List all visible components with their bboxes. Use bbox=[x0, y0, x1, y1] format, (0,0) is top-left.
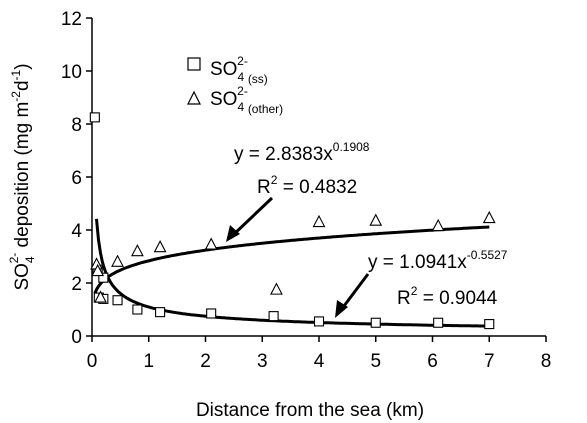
x-tick-label: 6 bbox=[427, 351, 438, 372]
fit-curve-other bbox=[93, 225, 490, 295]
x-tick-label: 3 bbox=[257, 351, 268, 372]
data-point-ss bbox=[98, 272, 109, 283]
y-tick-label: 0 bbox=[71, 327, 82, 348]
equation-ss: y = 1.0941x-0.5527 bbox=[368, 248, 508, 273]
data-point-ss bbox=[206, 308, 217, 319]
x-tick-label: 2 bbox=[200, 351, 211, 372]
data-point-other bbox=[111, 254, 124, 267]
data-point-other bbox=[153, 240, 167, 253]
y-tick-label: 12 bbox=[61, 9, 82, 30]
y-tick-label: 10 bbox=[61, 62, 82, 83]
annotation-other: y = 2.8383x0.1908 R2 = 0.4832 bbox=[226, 140, 370, 242]
arrow-shaft-other bbox=[230, 196, 274, 238]
legend-label-other: SO42-(other) bbox=[210, 84, 283, 116]
x-tick-label: 7 bbox=[484, 351, 495, 372]
r2-other: R2 = 0.4832 bbox=[257, 173, 357, 198]
data-point-other bbox=[431, 218, 445, 232]
data-point-other bbox=[270, 282, 283, 295]
equation-other: y = 2.8383x0.1908 bbox=[234, 140, 370, 165]
x-ticks: 0 1 2 3 4 5 6 7 8 bbox=[87, 336, 552, 372]
y-axis-title: SO42- deposition (mg m-2d-1) bbox=[7, 63, 37, 290]
arrow-head-ss bbox=[335, 300, 348, 318]
y-tick-label: 2 bbox=[71, 274, 82, 295]
data-point-other bbox=[369, 213, 383, 226]
legend-marker-square bbox=[187, 57, 201, 71]
data-point-ss bbox=[132, 304, 143, 315]
legend-marker-triangle bbox=[187, 90, 201, 105]
y-tick-label: 8 bbox=[71, 115, 82, 136]
data-point-ss bbox=[89, 112, 100, 123]
y-tick-label: 4 bbox=[71, 221, 82, 242]
x-axis-title: Distance from the sea (km) bbox=[196, 400, 424, 421]
x-tick-label: 1 bbox=[143, 351, 154, 372]
data-point-other bbox=[204, 237, 218, 250]
data-point-other bbox=[482, 210, 496, 224]
y-ticks: 0 2 4 6 8 10 12 bbox=[61, 9, 92, 348]
data-point-ss bbox=[268, 311, 279, 322]
x-tick-label: 8 bbox=[541, 351, 552, 372]
data-point-ss bbox=[370, 317, 381, 328]
data-point-ss bbox=[433, 317, 444, 328]
data-point-other bbox=[312, 214, 326, 228]
data-points bbox=[89, 112, 496, 330]
arrow-head-other bbox=[226, 225, 240, 242]
x-tick-label: 4 bbox=[314, 351, 325, 372]
data-point-ss bbox=[484, 319, 495, 330]
x-tick-label: 0 bbox=[87, 351, 98, 372]
data-point-other bbox=[94, 290, 107, 303]
arrow-shaft-ss bbox=[339, 273, 370, 311]
annotation-ss: y = 1.0941x-0.5527 R2 = 0.9044 bbox=[335, 248, 508, 318]
y-tick-label: 6 bbox=[71, 168, 82, 189]
data-point-other bbox=[91, 263, 105, 277]
data-point-ss bbox=[313, 316, 325, 327]
legend-label-ss: SO42-(ss) bbox=[210, 54, 268, 86]
data-point-other bbox=[130, 244, 144, 257]
x-tick-label: 5 bbox=[370, 351, 381, 372]
data-point-ss bbox=[112, 295, 123, 306]
data-point-ss bbox=[155, 307, 166, 318]
r2-ss: R2 = 0.9044 bbox=[397, 284, 498, 309]
legend: SO42-(ss) SO42-(other) bbox=[187, 54, 283, 116]
